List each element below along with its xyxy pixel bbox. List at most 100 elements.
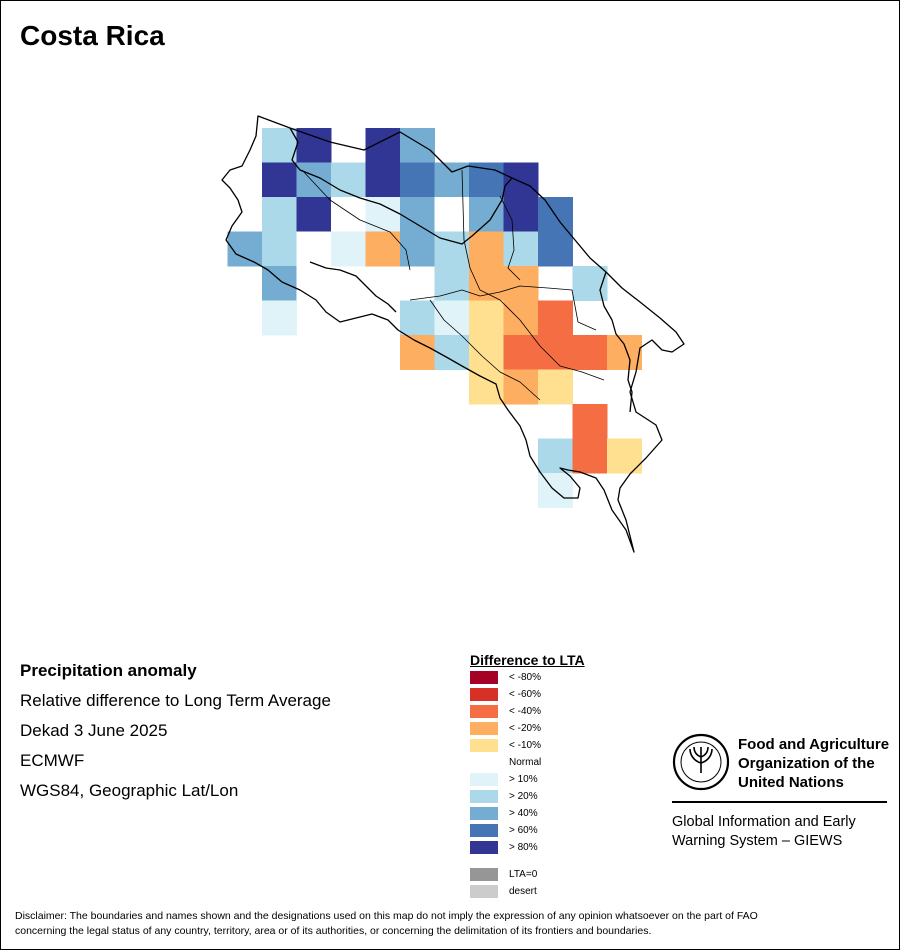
legend-item: < -80% bbox=[470, 671, 600, 685]
giews-line1: Global Information and Early bbox=[672, 814, 856, 830]
legend-item: > 40% bbox=[470, 807, 600, 821]
anomaly-cell bbox=[434, 197, 470, 232]
fao-name: Food and Agriculture Organization of the… bbox=[738, 735, 889, 792]
anomaly-cell bbox=[296, 266, 332, 301]
legend-item: > 10% bbox=[470, 773, 600, 787]
anomaly-cell bbox=[503, 231, 539, 267]
anomaly-cell bbox=[434, 266, 470, 301]
disclaimer: Disclaimer: The boundaries and names sho… bbox=[15, 909, 885, 939]
legend-item: Normal bbox=[470, 756, 600, 770]
legend-swatch bbox=[470, 688, 498, 701]
province-line-5 bbox=[499, 195, 521, 281]
province-line-3 bbox=[409, 285, 597, 331]
info-product: Precipitation anomaly bbox=[20, 661, 197, 680]
province-line-1 bbox=[301, 169, 411, 271]
fao-logo-icon bbox=[672, 733, 730, 791]
fao-divider bbox=[672, 801, 887, 803]
legend-label: < -20% bbox=[509, 723, 541, 734]
anomaly-grid bbox=[227, 128, 642, 508]
anomaly-cell bbox=[365, 162, 401, 198]
anomaly-cell bbox=[400, 162, 435, 198]
anomaly-cell bbox=[469, 162, 504, 198]
anomaly-cell bbox=[296, 231, 332, 267]
anomaly-cell bbox=[469, 231, 504, 267]
anomaly-cell bbox=[538, 335, 573, 370]
anomaly-cell bbox=[331, 231, 366, 267]
panama-border bbox=[599, 271, 633, 413]
giews-name: Global Information and Early Warning Sys… bbox=[672, 813, 856, 851]
anomaly-cell bbox=[434, 335, 470, 370]
anomaly-cell bbox=[400, 300, 435, 336]
legend-item: < -60% bbox=[470, 688, 600, 702]
anomaly-cell bbox=[503, 197, 539, 232]
anomaly-cell bbox=[227, 231, 263, 267]
costa-rica-coastline bbox=[221, 115, 685, 553]
anomaly-cell bbox=[296, 162, 332, 198]
fao-name-line3: United Nations bbox=[738, 774, 844, 791]
legend-swatch bbox=[470, 824, 498, 837]
legend-label: < -80% bbox=[509, 672, 541, 683]
legend-label: > 10% bbox=[509, 774, 538, 785]
legend-label: < -40% bbox=[509, 706, 541, 717]
fao-name-line1: Food and Agriculture bbox=[738, 736, 890, 753]
legend-swatch bbox=[470, 885, 498, 898]
info-projection: WGS84, Geographic Lat/Lon bbox=[20, 781, 239, 800]
map-title: Costa Rica bbox=[20, 20, 165, 51]
province-line-2 bbox=[461, 169, 605, 381]
legend-label: < -60% bbox=[509, 689, 541, 700]
legend-swatch bbox=[470, 790, 498, 803]
legend-item: > 20% bbox=[470, 790, 600, 804]
anomaly-cell bbox=[503, 300, 539, 336]
anomaly-cell bbox=[262, 266, 297, 301]
info-source: ECMWF bbox=[20, 751, 85, 770]
fao-name-line2: Organization of the bbox=[738, 755, 875, 772]
legend-title: Difference to LTA bbox=[470, 652, 585, 668]
anomaly-cell bbox=[262, 197, 297, 232]
anomaly-cell bbox=[572, 438, 608, 474]
legend-label: > 60% bbox=[509, 825, 538, 836]
legend-item: desert bbox=[470, 885, 600, 899]
legend-label: LTA=0 bbox=[509, 869, 538, 880]
anomaly-cell bbox=[538, 300, 573, 336]
legend-item: < -20% bbox=[470, 722, 600, 736]
anomaly-cell bbox=[296, 128, 332, 163]
disclaimer-line2: concerning the legal status of any count… bbox=[15, 925, 652, 937]
legend-label: Normal bbox=[509, 757, 542, 768]
anomaly-cell bbox=[503, 335, 539, 370]
anomaly-cell bbox=[400, 197, 435, 232]
legend-swatch bbox=[470, 739, 498, 752]
legend-item: < -10% bbox=[470, 739, 600, 753]
giews-line2: Warning System – GIEWS bbox=[672, 833, 843, 849]
province-line-4 bbox=[429, 299, 541, 401]
anomaly-cell bbox=[400, 128, 435, 163]
anomaly-cell bbox=[331, 197, 366, 232]
legend-item: < -40% bbox=[470, 705, 600, 719]
anomaly-cell bbox=[607, 438, 642, 474]
anomaly-cell bbox=[434, 162, 470, 198]
legend-swatch bbox=[470, 773, 498, 786]
anomaly-cell bbox=[469, 300, 504, 336]
legend-label: > 40% bbox=[509, 808, 538, 819]
legend-swatch bbox=[470, 722, 498, 735]
anomaly-cell bbox=[262, 231, 297, 267]
anomaly-cell bbox=[365, 128, 401, 163]
anomaly-cell bbox=[469, 266, 504, 301]
info-period: Dekad 3 June 2025 bbox=[20, 721, 168, 740]
anomaly-cell bbox=[262, 300, 297, 336]
anomaly-cell bbox=[469, 369, 504, 405]
legend-swatch bbox=[470, 841, 498, 854]
legend-swatch bbox=[470, 671, 498, 684]
anomaly-cell bbox=[469, 197, 504, 232]
map-info: Precipitation anomaly Relative differenc… bbox=[20, 656, 331, 806]
anomaly-cell bbox=[469, 335, 504, 370]
country-boundaries bbox=[221, 115, 685, 553]
legend-item: > 60% bbox=[470, 824, 600, 838]
anomaly-cell bbox=[572, 335, 608, 370]
legend-label: < -10% bbox=[509, 740, 541, 751]
anomaly-map bbox=[221, 115, 685, 553]
nicoya-gulf-shore bbox=[309, 261, 397, 313]
anomaly-cell bbox=[503, 162, 539, 198]
info-measure: Relative difference to Long Term Average bbox=[20, 691, 331, 710]
anomaly-cell bbox=[365, 231, 401, 267]
anomaly-cell bbox=[538, 438, 573, 474]
